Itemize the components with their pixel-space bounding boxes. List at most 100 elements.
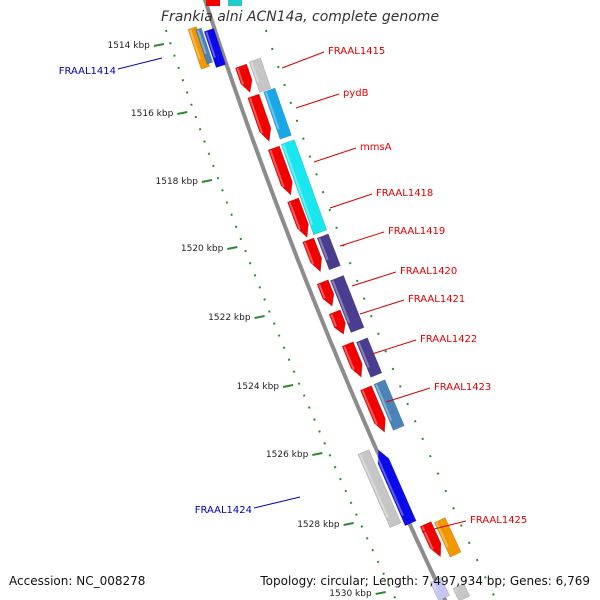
gene-fraal1424-blue [374,449,417,527]
label-leader-right [351,271,397,287]
gene-fraal1415-gray-body [248,57,272,93]
gene-fraal1419-red-body [302,237,323,273]
gene-bottom-gray-body [452,583,471,600]
label-leader-left [117,57,163,70]
map-title: Frankia alni ACN14a, complete genome [160,9,440,25]
gene-fraal1422-red-body [341,341,363,378]
gene-fraal1419-red-highlight [303,242,315,265]
gene-pydb-red [247,93,272,142]
gene-mmsa-cyan-body [280,139,328,236]
gene-label-mmsa: mmsA [360,142,392,153]
scale-tick-label: 1516 kbp [131,109,174,119]
gene-mmsa-red-highlight [269,149,285,188]
gene-fraal1414-steel [195,27,214,65]
scale-tick-label: 1514 kbp [107,41,150,51]
gene-fraal1424-blue-highlight [374,452,404,517]
gene-fraal1421-red [328,309,346,335]
gene-fraal1419-purple-body [316,233,341,271]
gene-label-fraal1418: FRAAL1418 [376,188,433,199]
gene-fraal1424-gray-highlight [359,454,389,519]
gene-fraal1423-steel [373,379,405,431]
label-leader-right [313,147,357,163]
gene-label-fraal1422: FRAAL1422 [420,334,477,345]
gene-pydb-sky-highlight [264,91,280,130]
label-leader-right [339,231,385,247]
gene-label-fraal1421: FRAAL1421 [408,294,465,305]
gene-pydb-sky-body [263,87,292,140]
gene-bottom-gray-highlight [454,588,458,592]
label-leader-left [253,496,301,509]
accession-text: Accession: NC_008278 [9,574,146,588]
scale-tick-mark [254,315,265,319]
gene-fraal1425-orange-highlight [435,522,449,548]
gene-fraal1421-red-body [328,309,346,335]
gene-fraal1414-orange-highlight [189,29,201,60]
gene-fraal1422-red [341,341,363,378]
gene-fraal1425-red-highlight [421,526,434,550]
scale-tick-label: 1522 kbp [208,313,251,323]
gene-fraal1424-blue-body [377,449,417,527]
gene-bottom-lavender-highlight [431,582,438,592]
gene-bottom-lavender [429,577,450,600]
scale-tick-label: 1526 kbp [266,450,309,460]
scale-tick-mark [153,43,165,47]
gene-fraal1415-red [234,63,253,94]
label-leader-right [359,299,405,315]
gene-label-fraal1415: FRAAL1415 [328,46,385,57]
gene-fraal1419-purple-highlight [318,238,329,261]
gene-fraal1415-red-body [234,63,253,94]
gene-fraal1414-orange-body [187,26,211,70]
gene-fraal1424-gray [357,449,402,529]
gene-fraal1425-red [419,521,442,558]
scale-tick-mark [375,591,386,595]
gene-label-fraal1424: FRAAL1424 [195,505,252,516]
scale-tick-label: 1528 kbp [297,520,340,530]
gene-fraal1414-orange [187,26,211,70]
gene-fraal1422-purple-body [355,337,383,378]
gene-fraal1423-red [359,385,386,433]
gene-mmsa-red [267,145,293,196]
gene-fraal1414-blue-highlight [205,31,216,58]
scale-tick-mark [282,384,294,388]
gene-mmsa-cyan [280,139,328,236]
scale-tick-label: 1524 kbp [237,382,280,392]
gene-fraal1421-purple [330,275,365,334]
gene-fraal1419-purple [316,233,341,271]
label-leader-right [329,193,373,209]
gene-fraal1414-steel-highlight [196,29,207,55]
gene-label-fraal1425: FRAAL1425 [470,515,527,526]
scale-tick-label: 1530 kbp [329,589,372,599]
scale-tick-mark [201,179,213,183]
gene-label-fraal1419: FRAAL1419 [388,226,445,237]
gene-fraal1414-blue [203,28,227,69]
gene-label-fraal1414: FRAAL1414 [59,66,116,77]
outer-tick-track [264,29,498,600]
gene-label-fraal1420: FRAAL1420 [400,266,457,277]
gene-label-fraal1423: FRAAL1423 [434,382,491,393]
gene-fraal1419-red [302,237,323,273]
gene-pydb-red-body [247,93,272,142]
gene-fraal1415-red-highlight [236,67,244,85]
gene-fraal1422-purple [355,337,383,378]
gene-fraal1420-red [316,279,335,307]
gene-mmsa-cyan-highlight [282,144,314,225]
scale-tick-mark [312,452,323,456]
label-leader-right [281,51,325,69]
gene-bottom-gray [452,583,471,600]
gene-fraal1420-red-body [316,279,335,307]
gene-fraal1422-red-highlight [343,346,355,370]
gene-fraal1423-red-highlight [361,390,378,425]
scale-tick-mark [343,522,354,526]
scale-tick-mark [227,246,238,250]
label-leader-right [385,387,431,403]
gene-fraal1414-steel-body [195,27,214,65]
gene-fraal1425-red-body [419,521,442,558]
scale-tick-mark [177,111,188,115]
scale-tick-label: 1520 kbp [181,244,224,254]
gene-fraal1418-red-highlight [288,201,301,230]
gene-fraal1415-gray [248,57,272,93]
scale-tick-label: 1518 kbp [156,177,199,187]
gene-fraal1421-purple-highlight [331,280,351,323]
gene-top-partial-red [206,0,220,6]
